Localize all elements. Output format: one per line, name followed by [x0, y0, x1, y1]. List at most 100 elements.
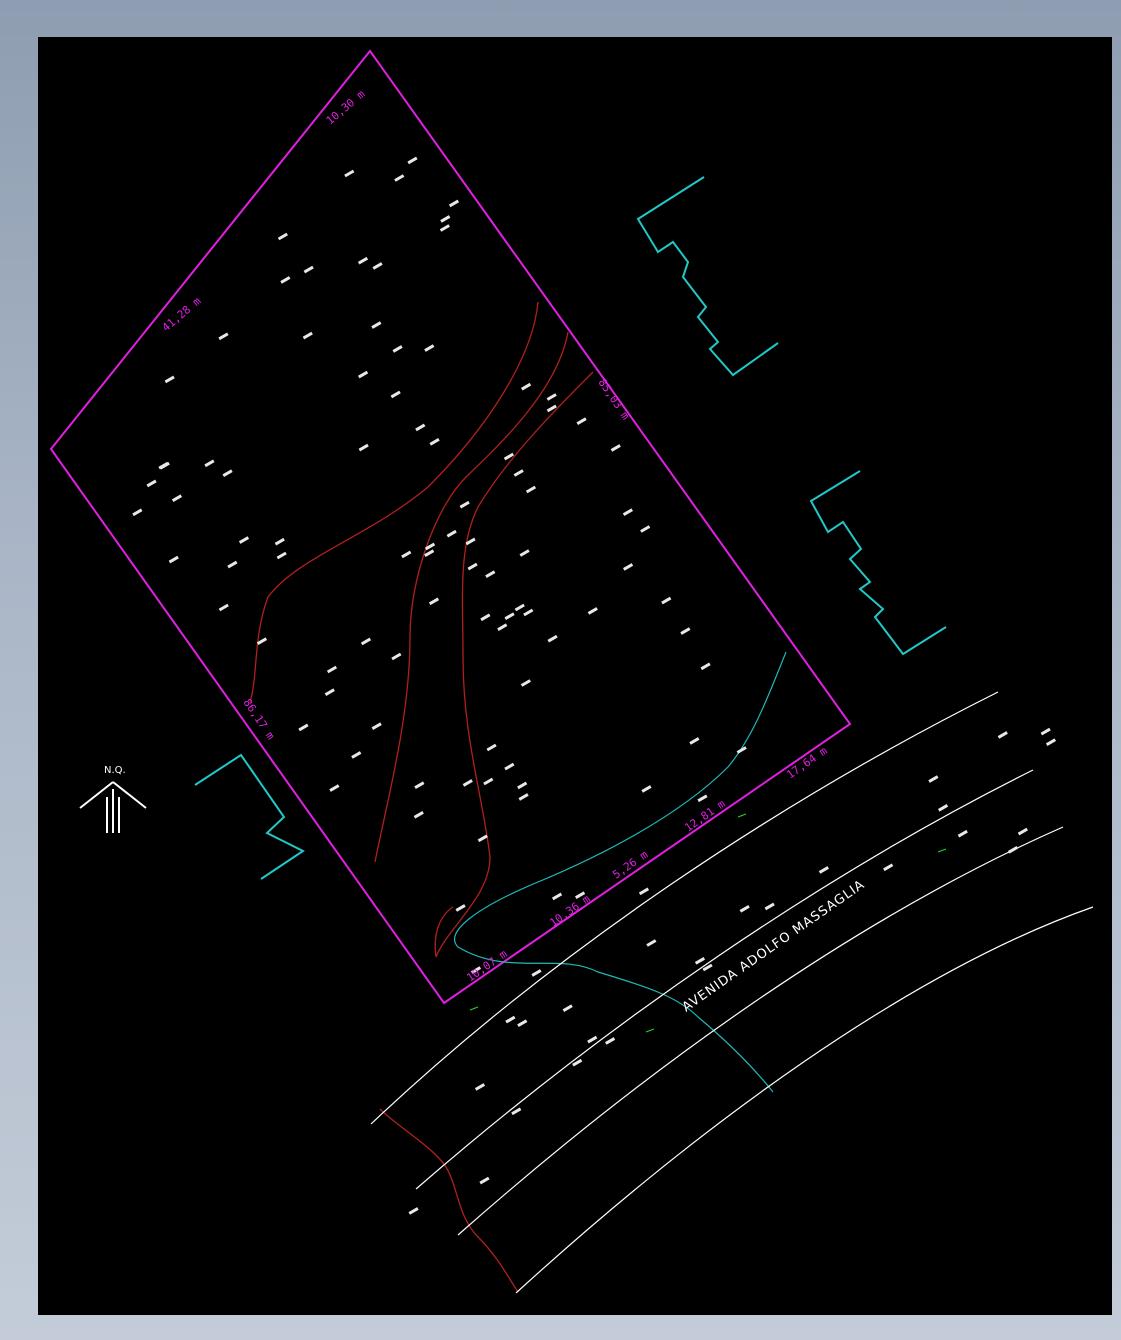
spot-elevation-mark [274, 537, 285, 546]
spot-elevation-mark [640, 525, 651, 533]
spot-elevation-mark [531, 969, 542, 977]
spot-elevation-mark [486, 743, 497, 752]
north-arrow-icon [79, 781, 147, 833]
spot-elevation-mark [414, 781, 425, 789]
spot-elevation-mark [459, 500, 470, 509]
dim-front-2: 12,81 m [682, 797, 728, 834]
north-label: N.Q. [104, 765, 126, 776]
spot-elevation-mark [523, 608, 534, 617]
spot-elevation-mark [425, 542, 436, 551]
spot-elevation-mark [517, 1019, 528, 1027]
neighbor-building-middle [809, 470, 947, 656]
spot-elevation-mark [390, 390, 401, 399]
property-boundary [49, 49, 852, 1005]
spot-elevation-mark [424, 344, 435, 352]
spot-elevation-mark [623, 563, 634, 571]
spot-elevation-mark [439, 224, 450, 232]
spot-elevation-mark [622, 508, 633, 516]
neighbor-buildings [194, 176, 947, 880]
spot-elevation-mark [957, 829, 968, 838]
spot-elevation-mark [455, 904, 466, 912]
spot-elevation-mark [505, 1015, 516, 1024]
dim-right-edge: 85,03 m [596, 376, 633, 422]
contour-lines [249, 301, 594, 1293]
road-lines [370, 691, 1094, 1294]
spot-elevation-mark [480, 613, 491, 622]
neighbor-building-upper [636, 176, 779, 377]
spot-elevation-mark [700, 662, 711, 671]
spot-elevation-mark [358, 370, 369, 379]
spot-elevation-mark [465, 537, 476, 546]
spot-elevation-mark [646, 939, 657, 947]
spot-elevation-mark [222, 469, 233, 477]
spot-elevation-mark [1007, 846, 1019, 854]
spot-elevation-mark [697, 794, 708, 803]
dim-front-1: 17,64 m [784, 744, 830, 781]
spot-elevation-mark [302, 331, 313, 340]
road-edge-3 [457, 826, 1064, 1236]
spot-elevation-mark [1040, 727, 1051, 736]
spot-elevation-mark [360, 637, 372, 646]
spot-elevation-mark [218, 603, 229, 612]
spot-elevation-mark [358, 443, 369, 452]
spot-elevation-mark [351, 751, 362, 759]
spot-elevation-mark [446, 529, 457, 538]
spot-elevation-mark [371, 722, 382, 730]
spot-elevation-mark [513, 469, 524, 477]
spot-elevation-mark [344, 169, 355, 178]
spot-elevation-mark [168, 555, 179, 564]
spot-elevation-mark [680, 627, 691, 635]
spot-elevation-mark [1017, 827, 1028, 836]
water-course [453, 651, 787, 1093]
spot-elevation-mark [938, 803, 949, 812]
spot-elevation-mark [638, 887, 650, 896]
spot-elevation-mark [520, 679, 531, 687]
spot-elevation-mark [429, 438, 440, 446]
spot-elevation-mark [401, 550, 412, 559]
drawing-viewport[interactable]: 10,30 m 41,28 m 85,03 m 86,17 m 17,64 m … [38, 37, 1112, 1315]
neighbor-building-lower [194, 753, 305, 880]
spot-elevation-mark [391, 652, 402, 661]
spot-elevation-mark [702, 963, 713, 972]
spot-elevation-mark [227, 560, 238, 569]
spot-elevation-mark [661, 596, 672, 605]
spot-elevation-mark [171, 494, 183, 502]
dim-front-5: 10,07 m [464, 947, 510, 984]
spot-elevation-mark [928, 775, 939, 783]
spot-elevation-mark [497, 623, 508, 631]
spot-elevation-mark [521, 382, 532, 391]
spot-elevation-mark [158, 461, 169, 470]
road-edge-1 [370, 691, 999, 1125]
spot-elevation-mark [407, 156, 418, 165]
spot-elevation-mark [164, 375, 175, 384]
spot-elevation-mark [413, 811, 424, 819]
road-markers [469, 813, 947, 1033]
spot-elevation-mark [525, 485, 537, 494]
contour-line-e [379, 1108, 519, 1293]
spot-elevation-mark [146, 479, 157, 488]
spot-elevation-mark [504, 612, 515, 620]
spot-elevation-mark [477, 834, 488, 843]
spot-elevations [132, 156, 1057, 1215]
spot-elevation-mark [392, 345, 403, 353]
spot-elevation-mark [280, 276, 291, 284]
spot-elevation-mark [547, 634, 558, 643]
spot-elevation-mark [357, 256, 369, 265]
spot-elevation-mark [694, 957, 706, 965]
spot-elevation-mark [641, 785, 652, 793]
site-plan-drawing[interactable]: 10,30 m 41,28 m 85,03 m 86,17 m 17,64 m … [38, 37, 1112, 1315]
spot-elevation-mark [204, 459, 215, 468]
spot-elevation-mark [256, 637, 268, 645]
spot-elevation-mark [479, 1176, 490, 1185]
spot-elevation-mark [587, 607, 598, 615]
spot-elevation-mark [883, 863, 894, 872]
spot-elevation-mark [372, 262, 383, 270]
spot-elevation-mark [503, 452, 514, 461]
contour-line-d [434, 906, 454, 958]
spot-elevation-mark [485, 570, 496, 578]
spot-elevation-mark [470, 966, 482, 974]
spot-elevation-mark [546, 393, 557, 401]
spot-elevation-mark [394, 174, 405, 182]
spot-elevation-mark [424, 549, 435, 557]
spot-elevation-mark [276, 551, 287, 560]
